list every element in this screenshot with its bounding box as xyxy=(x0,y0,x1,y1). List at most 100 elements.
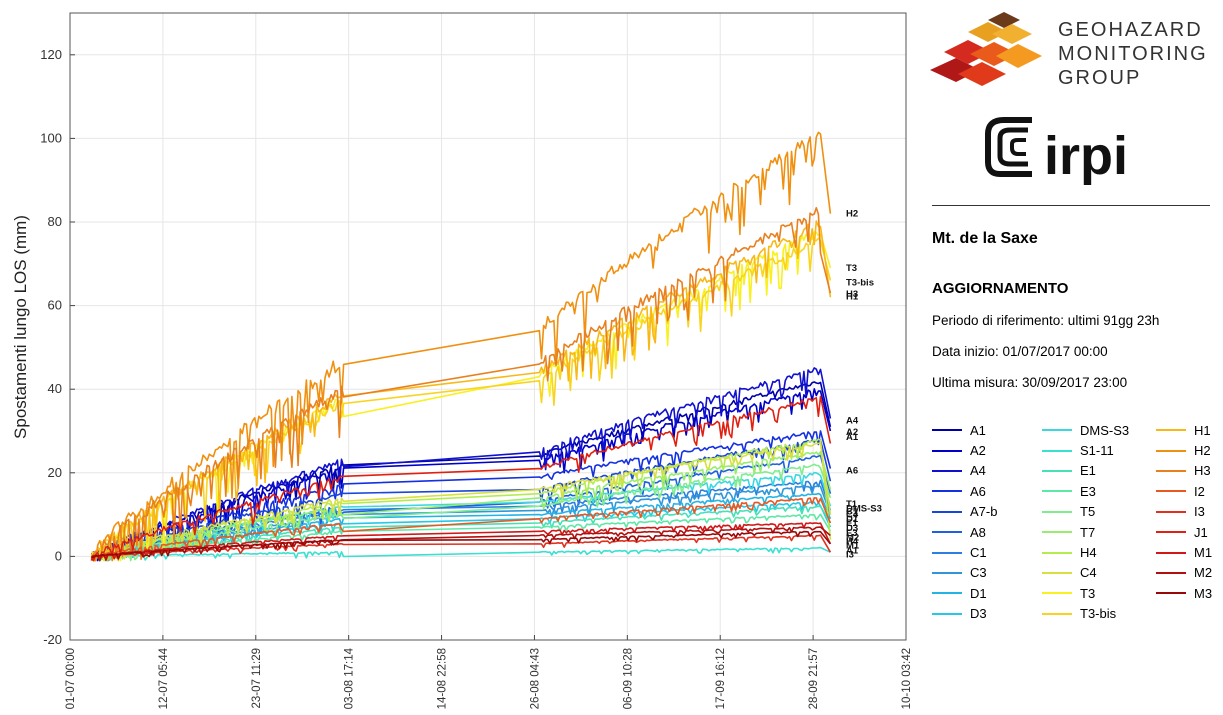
x-tick-label: 14-08 22:58 xyxy=(437,648,449,709)
legend-label: M3 xyxy=(1194,585,1213,601)
end-label: H3 xyxy=(846,289,858,300)
legend-item: T5 xyxy=(1042,502,1129,522)
y-tick-label: 20 xyxy=(48,465,62,480)
geohazard-logo-text: GEOHAZARD MONITORING GROUP xyxy=(1058,18,1208,90)
legend-swatch xyxy=(932,612,962,615)
legend-item: C1 xyxy=(932,542,997,562)
legend-swatch xyxy=(1042,490,1072,493)
legend-item: I3 xyxy=(1156,502,1212,522)
legend-swatch xyxy=(932,510,962,513)
legend-swatch xyxy=(932,571,962,574)
update-title: AGGIORNAMENTO xyxy=(932,280,1069,297)
x-tick-label: 06-09 10:28 xyxy=(622,648,634,709)
legend-label: S1-11 xyxy=(1080,443,1114,459)
series-line-dms-s3 xyxy=(91,471,832,562)
legend-item: A1 xyxy=(932,420,997,440)
end-label: E3 xyxy=(846,528,858,539)
y-tick-label: 60 xyxy=(48,298,62,313)
legend-label: DMS-S3 xyxy=(1080,422,1130,438)
legend-label: E1 xyxy=(1080,463,1096,479)
legend-column: DMS-S3 S1-11 E1 E3 T5 T7 H4 C4 T3 T3-bis xyxy=(1042,420,1129,624)
legend-item: T7 xyxy=(1042,522,1129,542)
y-tick-label: 40 xyxy=(48,381,62,396)
end-label: C4 xyxy=(846,510,859,521)
end-label: D1 xyxy=(846,514,859,525)
series-line-h2 xyxy=(90,131,832,562)
legend-item: C4 xyxy=(1042,563,1129,583)
legend-label: T3 xyxy=(1080,585,1096,601)
legend-item: C3 xyxy=(932,563,997,583)
legend-swatch xyxy=(1042,612,1072,615)
x-tick-label: 28-09 21:57 xyxy=(808,648,820,709)
legend-label: T5 xyxy=(1080,504,1096,520)
logo-line-1: GEOHAZARD xyxy=(1058,19,1203,41)
legend-swatch xyxy=(932,449,962,452)
legend-label: A8 xyxy=(970,524,986,540)
end-label: T1 xyxy=(846,499,858,510)
geohazard-logo xyxy=(930,12,1042,86)
legend-label: M2 xyxy=(1194,565,1213,581)
legend-item: H1 xyxy=(1156,420,1212,440)
legend-swatch xyxy=(1042,429,1072,432)
end-label: DMS-S3 xyxy=(846,503,882,514)
legend-item: H4 xyxy=(1042,542,1129,562)
end-label: H4 xyxy=(846,536,859,547)
legend-item: DMS-S3 xyxy=(1042,420,1129,440)
legend-swatch xyxy=(1156,429,1186,432)
legend-swatch xyxy=(1156,510,1186,513)
legend-label: E3 xyxy=(1080,483,1096,499)
legend-swatch xyxy=(1156,571,1186,574)
end-label: I3 xyxy=(846,549,854,560)
legend-item: E1 xyxy=(1042,461,1129,481)
legend-label: A6 xyxy=(970,483,986,499)
irpi-text: irpi xyxy=(1044,126,1128,186)
series-line-h1 xyxy=(90,220,832,562)
legend-label: T7 xyxy=(1080,524,1096,540)
plot-frame xyxy=(69,12,907,641)
legend-swatch xyxy=(1156,490,1186,493)
legend-label: I2 xyxy=(1194,483,1205,499)
legend-swatch xyxy=(1042,592,1072,595)
legend-label: A4 xyxy=(970,463,986,479)
legend-swatch xyxy=(1042,449,1072,452)
legend-item: T3-bis xyxy=(1042,604,1129,624)
series-line-i2 xyxy=(90,497,832,561)
end-label: T3 xyxy=(846,263,857,274)
y-tick-label: 0 xyxy=(55,548,62,563)
end-label: A1 xyxy=(846,546,859,557)
legend-label: J1 xyxy=(1194,524,1208,540)
legend-column: A1 A2 A4 A6 A7-b A8 C1 C3 D1 D3 xyxy=(932,420,997,624)
y-tick-label: 120 xyxy=(40,47,62,62)
legend-item: D1 xyxy=(932,583,997,603)
legend-label: D3 xyxy=(970,606,987,622)
legend-swatch xyxy=(1156,592,1186,595)
end-label: A6 xyxy=(846,466,858,477)
legend-swatch xyxy=(1156,469,1186,472)
legend-label: A2 xyxy=(970,443,986,459)
irpi-logo: irpi xyxy=(985,117,1128,186)
series-line-m3 xyxy=(91,530,832,560)
legend-label: H4 xyxy=(1080,545,1097,561)
legend-swatch xyxy=(932,551,962,554)
legend-item: I2 xyxy=(1156,481,1212,501)
legend-label: D1 xyxy=(970,585,987,601)
legend-swatch xyxy=(932,531,962,534)
legend-item: D3 xyxy=(932,604,997,624)
legend-swatch xyxy=(1042,551,1072,554)
x-tick-label: 17-09 16:12 xyxy=(715,648,727,709)
x-tick-label: 01-07 00:00 xyxy=(65,648,77,709)
legend-swatch xyxy=(1156,531,1186,534)
legend-label: C4 xyxy=(1080,565,1097,581)
x-tick-label: 12-07 05:44 xyxy=(158,647,170,709)
end-label: A1 xyxy=(846,432,859,443)
legend-item: E3 xyxy=(1042,481,1129,501)
series-line-h3 xyxy=(90,206,832,562)
legend-item: J1 xyxy=(1156,522,1212,542)
series-lines xyxy=(90,131,832,562)
reference-period: Periodo di riferimento: ultimi 91gg 23h xyxy=(932,313,1160,328)
legend-item: M1 xyxy=(1156,542,1212,562)
legend-label: A1 xyxy=(970,422,986,438)
legend-item: A4 xyxy=(932,461,997,481)
y-tick-label: 80 xyxy=(48,214,62,229)
x-tick-label: 10-10 03:42 xyxy=(901,648,913,709)
